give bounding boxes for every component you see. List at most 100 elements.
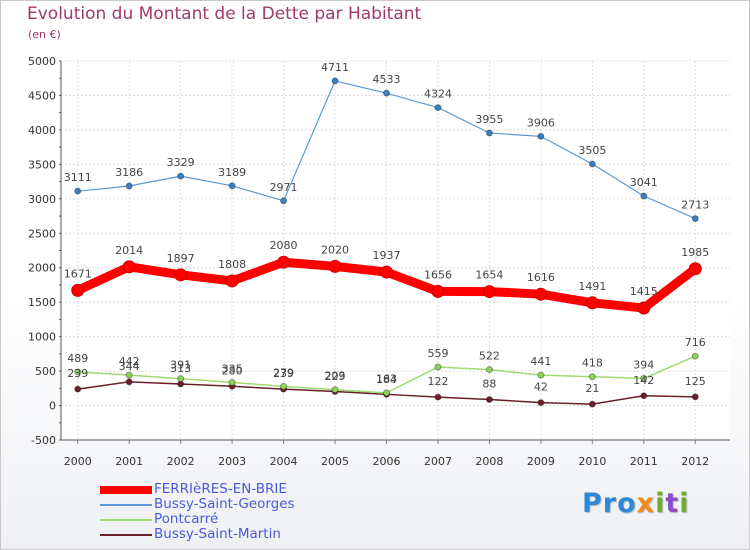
data-point-pontcarre: [331, 386, 339, 394]
data-label-ferrieres: 1491: [578, 280, 606, 293]
data-point-bussy-saint-georges: [537, 132, 545, 140]
data-label-bussy-saint-martin: 163: [376, 372, 397, 385]
data-label-bussy-saint-georges: 3505: [578, 144, 606, 157]
data-point-pontcarre: [280, 382, 288, 390]
data-label-bussy-saint-martin: 203: [325, 370, 346, 383]
y-tick-label: -500: [31, 434, 56, 447]
data-point-ferrieres: [534, 287, 548, 301]
data-point-ferrieres: [431, 284, 445, 298]
data-label-bussy-saint-martin: 344: [119, 360, 140, 373]
data-label-ferrieres: 1671: [64, 267, 92, 280]
legend-label-ferrieres: FERRIèRES-EN-BRIE: [154, 481, 287, 497]
data-point-bussy-saint-georges: [228, 182, 236, 190]
data-point-pontcarre: [74, 368, 82, 376]
legend-swatch-pontcarre: [100, 519, 152, 521]
data-point-ferrieres: [277, 255, 291, 269]
data-point-ferrieres: [174, 268, 188, 282]
data-point-bussy-saint-martin: [434, 393, 442, 401]
data-point-ferrieres: [71, 283, 85, 297]
x-tick-label: 2001: [115, 455, 143, 468]
legend-label-bussy-saint-georges: Bussy-Saint-Georges: [154, 496, 295, 512]
legend-swatch-bussy-saint-georges: [100, 504, 152, 506]
data-point-ferrieres: [328, 259, 342, 273]
data-label-bussy-saint-georges: 3906: [527, 116, 555, 129]
y-tick-label: 2500: [28, 227, 56, 240]
data-label-ferrieres: 1415: [630, 285, 658, 298]
data-point-pontcarre: [485, 366, 493, 374]
data-point-pontcarre: [640, 374, 648, 382]
data-label-ferrieres: 1656: [424, 268, 452, 281]
data-point-bussy-saint-martin: [485, 395, 493, 403]
data-label-ferrieres: 1937: [373, 249, 401, 262]
y-tick-label: 2000: [28, 262, 56, 275]
data-point-ferrieres: [122, 260, 136, 274]
data-point-bussy-saint-georges: [434, 104, 442, 112]
data-label-ferrieres: 1985: [681, 246, 709, 259]
data-label-bussy-saint-georges: 3111: [64, 171, 92, 184]
data-label-bussy-saint-georges: 3189: [218, 166, 246, 179]
data-label-ferrieres: 1616: [527, 271, 555, 284]
data-label-bussy-saint-georges: 3041: [630, 176, 658, 189]
data-label-pontcarre: 716: [685, 336, 706, 349]
logo-part-2: x: [636, 488, 656, 519]
data-label-pontcarre: 559: [427, 347, 448, 360]
data-label-ferrieres: 2014: [115, 244, 143, 257]
data-point-pontcarre: [228, 378, 236, 386]
data-point-ferrieres: [688, 262, 702, 276]
data-point-bussy-saint-martin: [588, 400, 596, 408]
data-label-bussy-saint-martin: 88: [482, 377, 496, 390]
data-point-bussy-saint-georges: [125, 182, 133, 190]
data-point-bussy-saint-martin: [691, 393, 699, 401]
data-point-pontcarre: [691, 352, 699, 360]
legend-label-bussy-saint-martin: Bussy-Saint-Martin: [154, 526, 281, 542]
x-tick-label: 2012: [681, 455, 709, 468]
data-label-bussy-saint-georges: 4324: [424, 88, 452, 101]
data-point-bussy-saint-georges: [485, 129, 493, 137]
data-label-bussy-saint-georges: 3329: [167, 156, 195, 169]
data-point-bussy-saint-georges: [177, 172, 185, 180]
data-label-bussy-saint-martin: 239: [273, 367, 294, 380]
y-tick-label: 4500: [28, 89, 56, 102]
y-tick-label: 1500: [28, 296, 56, 309]
data-label-bussy-saint-georges: 3955: [475, 113, 503, 126]
data-point-bussy-saint-martin: [74, 385, 82, 393]
data-label-bussy-saint-georges: 4711: [321, 61, 349, 74]
logo-part-3: i: [655, 488, 666, 519]
y-tick-label: 5000: [28, 55, 56, 68]
legend-swatch-bussy-saint-martin: [100, 534, 152, 536]
data-label-pontcarre: 229: [325, 370, 346, 383]
data-point-ferrieres: [225, 274, 239, 288]
x-tick-label: 2000: [64, 455, 92, 468]
x-tick-label: 2008: [475, 455, 503, 468]
data-label-pontcarre: 418: [582, 357, 603, 370]
data-point-bussy-saint-martin: [537, 399, 545, 407]
data-point-ferrieres: [380, 265, 393, 279]
data-label-ferrieres: 2080: [270, 239, 298, 252]
unit-label: (en €): [28, 28, 61, 41]
legend-swatch-ferrieres: [100, 486, 152, 494]
data-point-pontcarre: [434, 363, 442, 371]
x-tick-label: 2009: [527, 455, 555, 468]
data-label-bussy-saint-martin: 239: [67, 367, 88, 380]
y-tick-label: 1000: [28, 331, 56, 344]
proxiti-logo: Proxiti: [582, 488, 690, 519]
data-label-bussy-saint-martin: 122: [427, 375, 448, 388]
x-tick-label: 2010: [578, 455, 606, 468]
data-label-bussy-saint-georges: 2713: [681, 199, 709, 212]
chart-title: Evolution du Montant de la Dette par Hab…: [27, 4, 422, 24]
logo-part-4: t: [665, 488, 680, 519]
data-label-pontcarre: 391: [170, 359, 191, 372]
data-label-ferrieres: 2020: [321, 243, 349, 256]
data-label-pontcarre: 522: [479, 350, 500, 363]
x-tick-label: 2011: [630, 455, 658, 468]
data-point-ferrieres: [482, 285, 496, 299]
y-tick-label: 500: [35, 365, 56, 378]
x-tick-label: 2005: [321, 455, 349, 468]
data-point-bussy-saint-georges: [331, 77, 339, 85]
data-point-bussy-saint-georges: [280, 197, 288, 205]
data-label-ferrieres: 1897: [167, 252, 195, 265]
data-label-pontcarre: 442: [119, 355, 140, 368]
data-point-pontcarre: [177, 375, 185, 383]
data-label-bussy-saint-martin: 42: [534, 381, 548, 394]
data-label-pontcarre: 441: [530, 355, 551, 368]
